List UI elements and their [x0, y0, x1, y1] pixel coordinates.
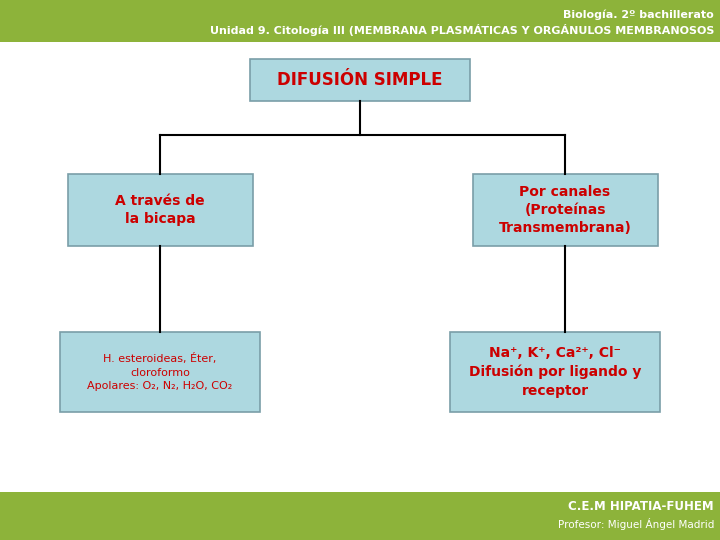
Text: Na⁺, K⁺, Ca²⁺, Cl⁻
Difusión por ligando y
receptor: Na⁺, K⁺, Ca²⁺, Cl⁻ Difusión por ligando …	[469, 346, 642, 398]
FancyBboxPatch shape	[68, 174, 253, 246]
Text: H. esteroideas, Éter,
cloroformo
Apolares: O₂, N₂, H₂O, CO₂: H. esteroideas, Éter, cloroformo Apolare…	[87, 353, 233, 391]
Bar	[0, 0, 720, 42]
Text: Unidad 9. Citología III (MEMBRANA PLASMÁTICAS Y ORGÁNULOS MEMBRANOSOS: Unidad 9. Citología III (MEMBRANA PLASMÁ…	[210, 24, 714, 36]
Bar	[0, 492, 720, 540]
FancyBboxPatch shape	[250, 59, 470, 101]
Text: Profesor: Miguel Ángel Madrid: Profesor: Miguel Ángel Madrid	[557, 518, 714, 530]
Text: C.E.M HIPATIA-FUHEM: C.E.M HIPATIA-FUHEM	[568, 500, 714, 513]
FancyBboxPatch shape	[60, 332, 260, 412]
Text: DIFUSIÓN SIMPLE: DIFUSIÓN SIMPLE	[277, 71, 443, 89]
Text: Biología. 2º bachillerato: Biología. 2º bachillerato	[563, 10, 714, 21]
Text: A través de
la bicapa: A través de la bicapa	[115, 194, 204, 226]
FancyBboxPatch shape	[472, 174, 657, 246]
Text: Por canales
(Proteínas
Transmembrana): Por canales (Proteínas Transmembrana)	[498, 185, 631, 235]
FancyBboxPatch shape	[450, 332, 660, 412]
